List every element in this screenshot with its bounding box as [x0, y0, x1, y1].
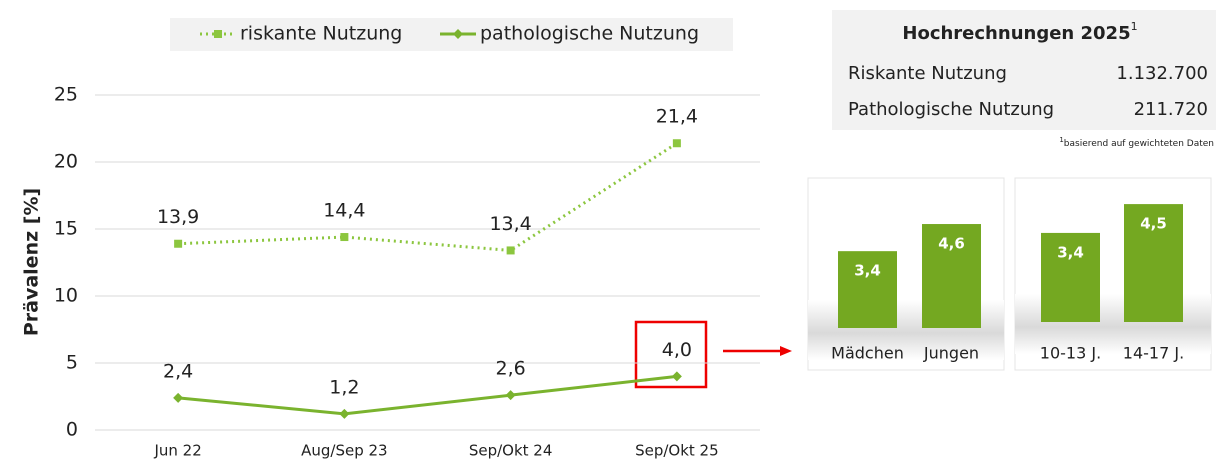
y-tick-label: 5 — [66, 352, 78, 374]
x-tick-label: Aug/Sep 23 — [301, 442, 387, 460]
table-title-text: Hochrechnungen 2025 — [902, 23, 1130, 44]
title-note: 1 — [1131, 20, 1138, 33]
data-label: 14,4 — [323, 200, 365, 222]
data-label: 21,4 — [656, 106, 698, 128]
y-tick-label: 20 — [54, 151, 78, 173]
legend-label: riskante Nutzung — [240, 23, 402, 45]
data-label: 4,6 — [938, 235, 965, 253]
data-label: 2,6 — [496, 358, 526, 380]
marker — [214, 30, 222, 38]
table-box — [832, 10, 1216, 130]
row-label: Riskante Nutzung — [848, 63, 1007, 84]
bar — [1124, 204, 1183, 322]
x-tick-label: Sep/Okt 25 — [635, 442, 719, 460]
row-label: Pathologische Nutzung — [848, 99, 1054, 120]
data-label: 4,5 — [1140, 215, 1167, 233]
marker — [505, 390, 516, 401]
table-title: Hochrechnungen 20251 — [902, 20, 1137, 44]
y-tick-label: 10 — [54, 285, 78, 307]
x-tick-label: 14-17 J. — [1123, 344, 1184, 363]
footnote-mark: 1 — [1059, 136, 1063, 144]
data-label: 1,2 — [329, 376, 359, 398]
footnote-text: basierend auf gewichteten Daten — [1064, 139, 1214, 149]
y-tick-label: 15 — [54, 218, 78, 240]
x-tick-label: 10-13 J. — [1040, 344, 1101, 363]
marker — [453, 29, 463, 39]
marker — [340, 233, 349, 242]
data-label: 3,4 — [1057, 243, 1084, 261]
data-label: 3,4 — [854, 262, 881, 280]
footnote: 1basierend auf gewichteten Daten — [1059, 136, 1214, 149]
marker — [173, 392, 184, 403]
marker — [671, 371, 682, 382]
x-tick-label: Jun 22 — [153, 442, 201, 460]
marker — [339, 408, 350, 419]
bar — [922, 224, 981, 328]
y-axis-label: Prävalenz [%] — [21, 188, 43, 336]
highlight-box — [634, 320, 708, 389]
legend-label: pathologische Nutzung — [480, 23, 699, 45]
series-line — [177, 374, 678, 416]
marker — [672, 139, 681, 148]
arrow-head — [780, 346, 792, 356]
data-label: 13,9 — [157, 206, 199, 228]
bar — [1041, 232, 1100, 322]
data-label: 4,0 — [662, 339, 692, 361]
data-label: 2,4 — [163, 360, 193, 382]
y-tick-label: 0 — [66, 419, 78, 441]
x-tick-label: Mädchen — [831, 344, 904, 363]
bar — [838, 251, 897, 328]
marker — [506, 246, 515, 255]
row-value: 1.132.700 — [1116, 63, 1208, 84]
x-tick-label: Jungen — [923, 344, 979, 363]
data-label: 13,4 — [489, 213, 531, 235]
y-tick-label: 25 — [54, 84, 78, 106]
series-line — [178, 141, 678, 252]
row-value: 211.720 — [1134, 99, 1208, 120]
x-tick-label: Sep/Okt 24 — [469, 442, 553, 460]
marker — [174, 239, 183, 248]
